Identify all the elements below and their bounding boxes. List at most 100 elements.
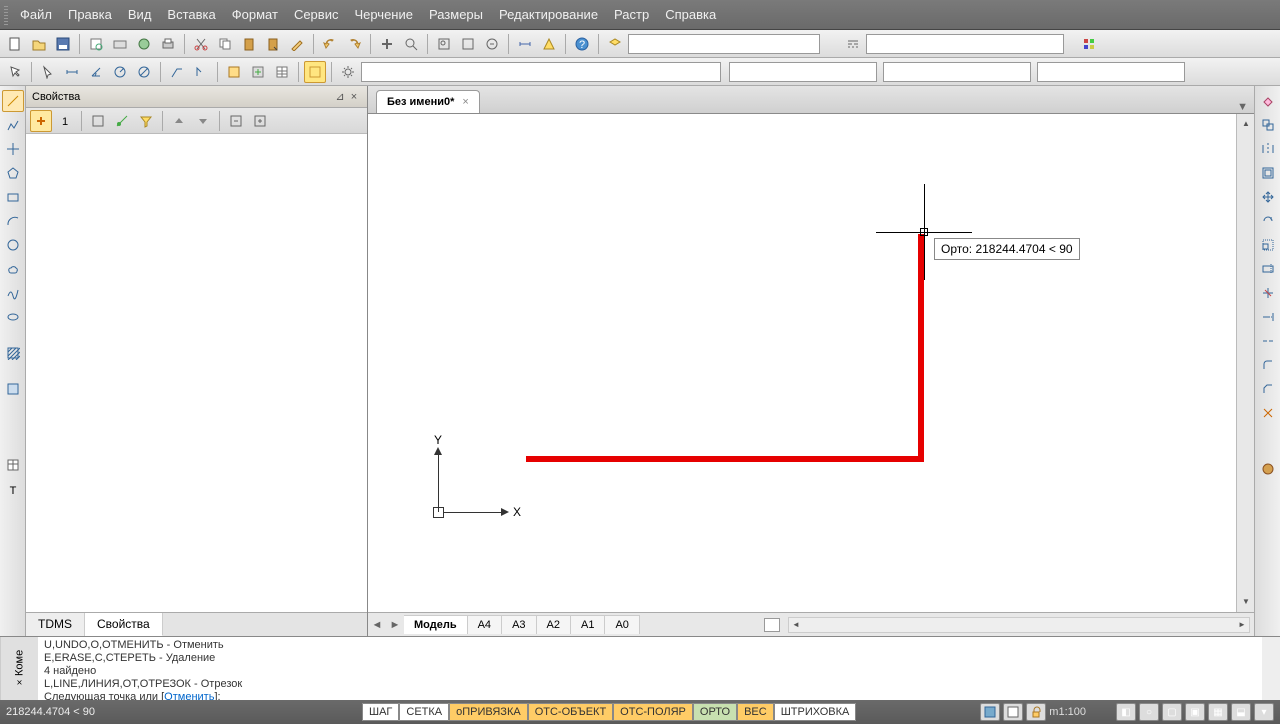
cmd-scrollbar[interactable] <box>1262 637 1280 700</box>
prop-filter-icon[interactable] <box>135 110 157 132</box>
block-icon[interactable] <box>223 61 245 83</box>
layout-prev-icon[interactable]: ◄ <box>368 619 386 631</box>
prop-exp-icon[interactable] <box>225 110 247 132</box>
model-space-icon[interactable] <box>980 703 1000 721</box>
layout-grid-icon[interactable] <box>764 618 780 632</box>
cmd-close-icon[interactable]: × <box>14 676 25 687</box>
document-tab[interactable]: Без имени0* × <box>376 90 480 113</box>
hscroll-left-icon[interactable]: ◄ <box>789 618 803 632</box>
paste-icon[interactable] <box>238 33 260 55</box>
print-icon[interactable] <box>157 33 179 55</box>
print-preview-icon[interactable] <box>85 33 107 55</box>
redo-icon[interactable] <box>343 33 365 55</box>
diameter-dim-icon[interactable] <box>133 61 155 83</box>
layer-mgr-icon[interactable] <box>604 33 626 55</box>
zoom-icon[interactable] <box>400 33 422 55</box>
xline-tool-icon[interactable] <box>2 138 24 160</box>
linetype-combo[interactable] <box>866 34 1064 54</box>
scale-icon[interactable] <box>1257 234 1279 256</box>
style-combo[interactable] <box>361 62 721 82</box>
hscroll-right-icon[interactable]: ► <box>1235 618 1249 632</box>
tab-properties[interactable]: Свойства <box>85 613 163 636</box>
layout-next-icon[interactable]: ► <box>386 619 404 631</box>
highlight-icon[interactable] <box>304 61 326 83</box>
palette-icon[interactable] <box>1078 33 1100 55</box>
area-icon[interactable] <box>538 33 560 55</box>
pin-icon[interactable]: ⊿ <box>333 90 347 103</box>
menu-view[interactable]: Вид <box>120 3 160 26</box>
layer-combo[interactable] <box>628 34 820 54</box>
rectangle-tool-icon[interactable] <box>2 186 24 208</box>
cmd-link-undo[interactable]: Отменить <box>164 691 214 700</box>
lock-icon[interactable] <box>1026 703 1046 721</box>
open-icon[interactable] <box>28 33 50 55</box>
status-шаг[interactable]: ШАГ <box>362 703 399 721</box>
offset-icon[interactable] <box>1257 162 1279 184</box>
move-icon[interactable] <box>1257 186 1279 208</box>
render-icon[interactable] <box>1257 458 1279 480</box>
line-tool-icon[interactable] <box>2 90 24 112</box>
arc-tool-icon[interactable] <box>2 210 24 232</box>
close-panel-icon[interactable]: × <box>347 91 361 103</box>
status-вес[interactable]: ВЕС <box>737 703 774 721</box>
sb-tool1-icon[interactable]: ◧ <box>1116 703 1136 721</box>
paste-special-icon[interactable] <box>262 33 284 55</box>
prop-add-icon[interactable] <box>30 110 52 132</box>
menu-dims[interactable]: Размеры <box>421 3 491 26</box>
spline-tool-icon[interactable] <box>2 282 24 304</box>
sb-tool4-icon[interactable]: ▣ <box>1185 703 1205 721</box>
copy-obj-icon[interactable] <box>1257 114 1279 136</box>
explode-icon[interactable] <box>1257 402 1279 424</box>
status-отс-объект[interactable]: ОТС-ОБЪЕКТ <box>528 703 613 721</box>
pan-icon[interactable] <box>376 33 398 55</box>
layout-tab-a2[interactable]: A2 <box>537 615 571 634</box>
color-combo[interactable] <box>729 62 877 82</box>
hatch-tool-icon[interactable] <box>2 342 24 364</box>
sb-tool3-icon[interactable]: ▢ <box>1162 703 1182 721</box>
drawing-canvas[interactable]: Орто: 218244.4704 < 90YX <box>368 114 1236 612</box>
angular-dim-icon[interactable] <box>85 61 107 83</box>
radius-dim-icon[interactable] <box>109 61 131 83</box>
menu-edit[interactable]: Правка <box>60 3 120 26</box>
zoom-prev-icon[interactable] <box>481 33 503 55</box>
circle-tool-icon[interactable] <box>2 234 24 256</box>
close-doc-icon[interactable]: × <box>462 96 468 108</box>
trim-icon[interactable] <box>1257 282 1279 304</box>
status-отс-поляр[interactable]: ОТС-ПОЛЯР <box>613 703 693 721</box>
tab-tdms[interactable]: TDMS <box>26 613 85 636</box>
publish-icon[interactable] <box>133 33 155 55</box>
status-орто[interactable]: ОРТО <box>693 703 737 721</box>
mirror-icon[interactable] <box>1257 138 1279 160</box>
break-icon[interactable] <box>1257 330 1279 352</box>
prop-pick-icon[interactable] <box>87 110 109 132</box>
ellipse-tool-icon[interactable] <box>2 306 24 328</box>
polyline-tool-icon[interactable] <box>2 114 24 136</box>
layout-tab-a4[interactable]: A4 <box>468 615 502 634</box>
copy-icon[interactable] <box>214 33 236 55</box>
table-tool-icon[interactable] <box>2 454 24 476</box>
sb-tool5-icon[interactable]: ▦ <box>1208 703 1228 721</box>
extend-icon[interactable] <box>1257 306 1279 328</box>
table-icon[interactable] <box>271 61 293 83</box>
zoom-window-icon[interactable] <box>433 33 455 55</box>
layout-tab-a3[interactable]: A3 <box>502 615 536 634</box>
prop-col-icon[interactable] <box>249 110 271 132</box>
undo-icon[interactable] <box>319 33 341 55</box>
layout-tab-a0[interactable]: A0 <box>605 615 639 634</box>
layout-tab-a1[interactable]: A1 <box>571 615 605 634</box>
menu-help[interactable]: Справка <box>657 3 724 26</box>
menu-raster[interactable]: Растр <box>606 3 657 26</box>
menu-format[interactable]: Формат <box>224 3 286 26</box>
cut-icon[interactable] <box>190 33 212 55</box>
block-insert-icon[interactable] <box>247 61 269 83</box>
polygon-tool-icon[interactable] <box>2 162 24 184</box>
lw-combo[interactable] <box>883 62 1031 82</box>
prop-up-icon[interactable] <box>168 110 190 132</box>
match-prop-icon[interactable] <box>286 33 308 55</box>
new-icon[interactable] <box>4 33 26 55</box>
status-сетка[interactable]: СЕТКА <box>399 703 449 721</box>
region-tool-icon[interactable] <box>2 378 24 400</box>
help-icon[interactable]: ? <box>571 33 593 55</box>
ps-combo[interactable] <box>1037 62 1185 82</box>
dist-icon[interactable] <box>514 33 536 55</box>
